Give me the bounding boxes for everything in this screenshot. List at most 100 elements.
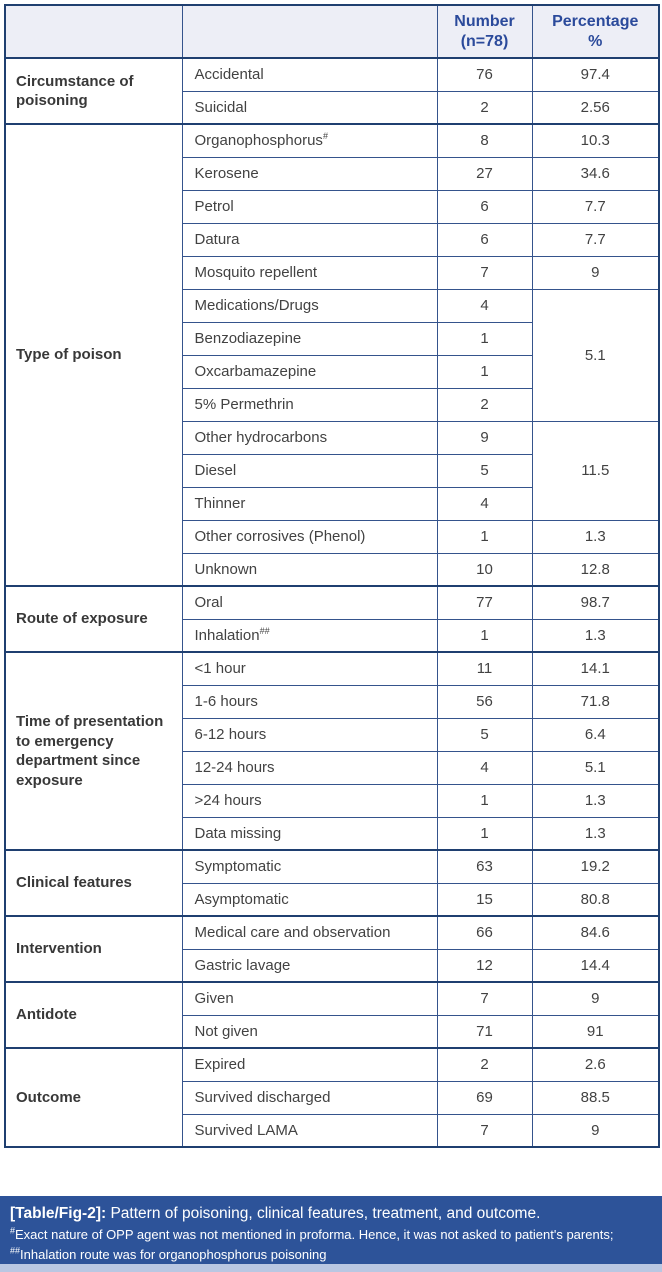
table-row: Circumstance of poisoning Accidental 76 97.… xyxy=(4,57,660,125)
percentage-cell: 2.56 xyxy=(531,90,660,125)
item-cell: 5% Permethrin xyxy=(181,387,438,422)
table-row: Type of poison Organophosphorus# 8 10.3 xyxy=(4,123,660,587)
item-cell: Suicidal xyxy=(181,90,438,125)
percentage-cell: 1.3 xyxy=(531,783,660,818)
number-cell: 1 xyxy=(436,816,533,851)
item-cell: Gastric lavage xyxy=(181,948,438,983)
percentage-cell: 84.6 xyxy=(531,915,660,950)
percentage-cell: 2.6 xyxy=(531,1047,660,1082)
caption-label: [Table/Fig-2]: xyxy=(10,1205,107,1222)
percentage-cell: 12.8 xyxy=(531,552,660,587)
item-cell: Thinner xyxy=(181,486,438,521)
item-cell: Medications/Drugs xyxy=(181,288,438,323)
percentage-cell: 34.6 xyxy=(531,156,660,191)
footnote-marker: # xyxy=(322,131,328,142)
percentage-cell: 14.1 xyxy=(531,651,660,686)
header-percentage-cell: Percentage % xyxy=(531,4,660,59)
item-cell: Other corrosives (Phenol) xyxy=(181,519,438,554)
table-row: Intervention Medical care and observation… xyxy=(4,915,660,983)
category-cell: Outcome xyxy=(4,1047,183,1148)
table-row: Asymptomatic 15 80.8 xyxy=(5,882,660,917)
item-cell: >24 hours xyxy=(181,783,438,818)
item-cell: Other hydrocarbons xyxy=(181,420,438,455)
category-cell: Clinical features xyxy=(4,849,183,917)
poisoning-table: Number (n=78) Percentage % Circumstance … xyxy=(4,4,660,1148)
number-cell: 1 xyxy=(436,519,533,554)
number-cell: 1 xyxy=(436,618,533,653)
item-cell: Asymptomatic xyxy=(181,882,438,917)
item-cell: Not given xyxy=(181,1014,438,1049)
item-cell: Oxcarbamazepine xyxy=(181,354,438,389)
item-cell: Accidental xyxy=(181,57,438,92)
footnote-text-2: Inhalation route was for organophosphoru… xyxy=(20,1247,327,1263)
table-row: 12-24 hours 4 5.1 xyxy=(5,750,660,785)
category-cell: Time of presentation to emergency depart… xyxy=(4,651,183,851)
percentage-cell: 88.5 xyxy=(531,1080,660,1115)
category-cell: Type of poison xyxy=(4,123,183,587)
percentage-cell: 9 xyxy=(531,255,660,290)
table-row: Gastric lavage 12 14.4 xyxy=(5,948,660,983)
percentage-cell: 9 xyxy=(531,1113,660,1148)
table-row: Clinical features Symptomatic 63 19.2 xyxy=(4,849,660,917)
footnote-marker-1: # xyxy=(10,1225,16,1236)
item-cell: Kerosene xyxy=(181,156,438,191)
table-row: Route of exposure Oral 77 98.7 xyxy=(4,585,660,653)
item-cell: Oral xyxy=(181,585,438,620)
percentage-cell: 9 xyxy=(531,981,660,1016)
percentage-cell: 5.1 xyxy=(531,288,660,422)
category-cell: Route of exposure xyxy=(4,585,183,653)
number-cell: 12 xyxy=(436,948,533,983)
number-cell: 7 xyxy=(436,981,533,1016)
table-body: Circumstance of poisoning Accidental 76 97.… xyxy=(4,57,660,1148)
percentage-cell: 7.7 xyxy=(531,222,660,257)
number-cell: 11 xyxy=(436,651,533,686)
percentage-cell: 91 xyxy=(531,1014,660,1049)
item-cell: Benzodiazepine xyxy=(181,321,438,356)
table-row: Time of presentation to emergency depart… xyxy=(4,651,660,851)
number-cell: 1 xyxy=(436,783,533,818)
footnote-marker-2: ## xyxy=(10,1245,21,1256)
table-row: Mosquito repellent 7 9 xyxy=(5,255,660,290)
number-cell: 6 xyxy=(436,189,533,224)
percentage-cell: 14.4 xyxy=(531,948,660,983)
item-cell: Symptomatic xyxy=(181,849,438,884)
item-cell: Mosquito repellent xyxy=(181,255,438,290)
number-cell: 15 xyxy=(436,882,533,917)
number-cell: 6 xyxy=(436,222,533,257)
footnote-marker: ## xyxy=(259,625,270,636)
table-row: 5% Permethrin 2 xyxy=(5,387,659,422)
table-container: Number (n=78) Percentage % Circumstance … xyxy=(4,4,660,1148)
percentage-cell: 6.4 xyxy=(531,717,660,752)
number-cell: 63 xyxy=(436,849,533,884)
item-cell: Datura xyxy=(181,222,438,257)
table-row: 1-6 hours 56 71.8 xyxy=(5,684,660,719)
percentage-cell: 98.7 xyxy=(531,585,660,620)
table-row: Antidote Given 7 9 xyxy=(4,981,660,1049)
percentage-cell: 97.4 xyxy=(531,57,660,92)
percentage-cell: 10.3 xyxy=(531,123,660,158)
number-cell: 5 xyxy=(436,453,533,488)
number-cell: 76 xyxy=(436,57,533,92)
item-cell: Petrol xyxy=(181,189,438,224)
percentage-cell: 80.8 xyxy=(531,882,660,917)
number-cell: 71 xyxy=(436,1014,533,1049)
item-cell: Unknown xyxy=(181,552,438,587)
item-cell: Expired xyxy=(181,1047,438,1082)
header-row: Number (n=78) Percentage % xyxy=(4,4,660,59)
caption-footnote: #Exact nature of OPP agent was not menti… xyxy=(10,1225,650,1265)
table-row: Outcome Expired 2 2.6 xyxy=(4,1047,660,1148)
item-cell: 1-6 hours xyxy=(181,684,438,719)
number-cell: 4 xyxy=(436,288,533,323)
number-cell: 27 xyxy=(436,156,533,191)
table-row: Petrol 6 7.7 xyxy=(5,189,660,224)
number-cell: 1 xyxy=(436,321,533,356)
number-cell: 2 xyxy=(436,1047,533,1082)
number-cell: 2 xyxy=(436,387,533,422)
category-cell: Antidote xyxy=(4,981,183,1049)
header-category-cell xyxy=(4,4,183,59)
table-row: Datura 6 7.7 xyxy=(5,222,660,257)
number-cell: 7 xyxy=(436,255,533,290)
table-row: Data missing 1 1.3 xyxy=(5,816,660,851)
item-cell: Given xyxy=(181,981,438,1016)
